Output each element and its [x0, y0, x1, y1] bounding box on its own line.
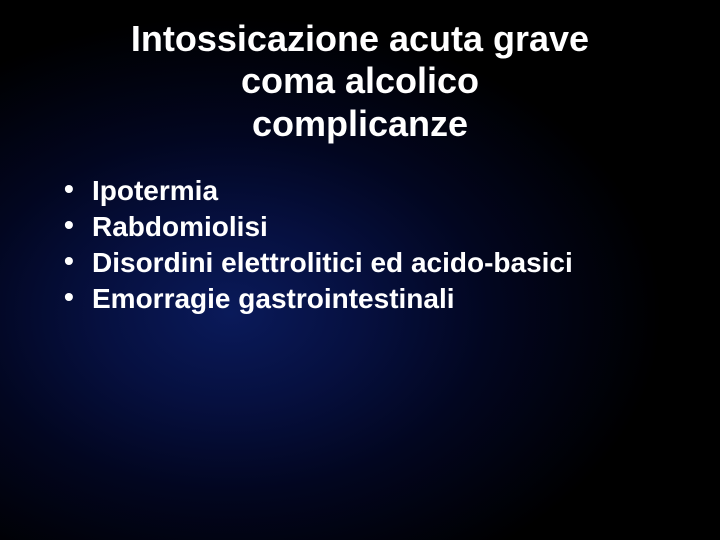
- slide-title: Intossicazione acuta grave coma alcolico…: [40, 18, 680, 145]
- list-item: Disordini elettrolitici ed acido-basici: [58, 245, 680, 281]
- list-item: Emorragie gastrointestinali: [58, 281, 680, 317]
- slide: Intossicazione acuta grave coma alcolico…: [0, 0, 720, 540]
- list-item: Rabdomiolisi: [58, 209, 680, 245]
- title-line-2: coma alcolico: [70, 60, 650, 102]
- title-line-3: complicanze: [70, 103, 650, 145]
- list-item: Ipotermia: [58, 173, 680, 209]
- bullet-list: Ipotermia Rabdomiolisi Disordini elettro…: [40, 173, 680, 316]
- title-line-1: Intossicazione acuta grave: [70, 18, 650, 60]
